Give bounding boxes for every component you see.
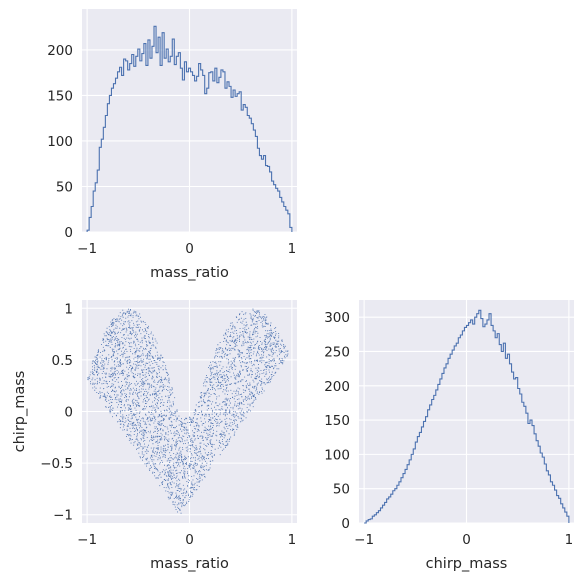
histogram-step-line — [364, 309, 570, 524]
y-axis-label: chirp_mass — [12, 371, 28, 453]
y-tick-label: −0.5 — [40, 456, 73, 472]
x-tick-label: 1 — [565, 532, 574, 548]
y-tick-label: 100 — [47, 134, 73, 150]
x-axis-label: chirp_mass — [426, 556, 508, 572]
histogram-step-line — [86, 25, 293, 232]
y-tick-label: −1 — [53, 508, 73, 524]
y-tick-label: 200 — [324, 379, 350, 395]
y-tick-label: 0 — [341, 516, 350, 532]
x-axis-label: mass_ratio — [150, 556, 229, 572]
x-tick-label: 0 — [185, 241, 194, 257]
x-tick-label: 0 — [462, 532, 471, 548]
y-tick-label: 200 — [47, 43, 73, 59]
y-tick-label: 1 — [64, 301, 73, 317]
x-tick-label: 1 — [288, 532, 297, 548]
y-tick-label: 0 — [64, 225, 73, 241]
y-tick-label: 50 — [56, 179, 73, 195]
panel-bottom-left: −1 0 1 −1 −0.5 0 0.5 1 mass_ratio chirp_mass — [12, 300, 297, 572]
x-tick-label: −1 — [77, 532, 97, 548]
x-tick-label: 0 — [185, 532, 194, 548]
y-tick-label: 50 — [333, 482, 350, 498]
y-tick-label: 250 — [324, 344, 350, 360]
y-tick-label: 0.5 — [52, 353, 73, 369]
y-tick-label: 300 — [324, 310, 350, 326]
y-tick-label: 150 — [47, 88, 73, 104]
x-tick-label: 1 — [288, 241, 297, 257]
x-tick-label: −1 — [354, 532, 374, 548]
y-tick-label: 0 — [64, 405, 73, 421]
x-tick-label: −1 — [77, 241, 97, 257]
x-axis-label: mass_ratio — [150, 265, 229, 281]
y-tick-label: 150 — [324, 413, 350, 429]
y-tick-label: 100 — [324, 447, 350, 463]
